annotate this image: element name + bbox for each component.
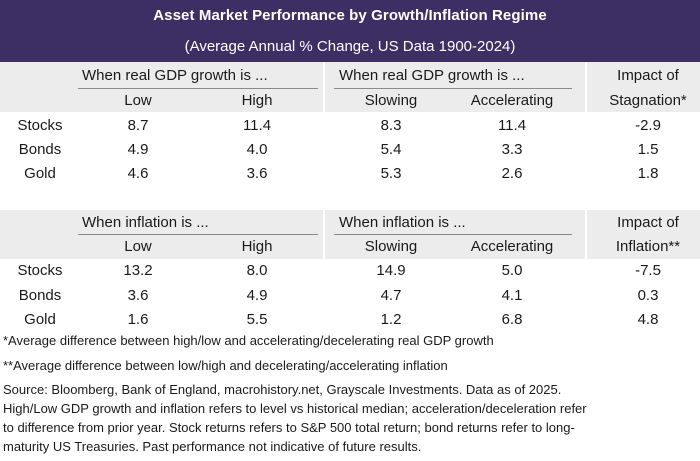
row-label: Gold [24, 165, 56, 182]
table-cell: 11.4 [497, 117, 527, 134]
footnote-inflation: **Average difference between low/high an… [3, 358, 448, 373]
table-cell: 4.0 [246, 141, 268, 158]
table-cell: 3.6 [127, 287, 149, 304]
table-cell: 13.2 [123, 262, 153, 279]
band-separator [323, 210, 325, 259]
table-cell: 1.2 [380, 311, 402, 328]
table-cell: 8.0 [246, 262, 268, 279]
footnote-stagnation: *Average difference between high/low and… [3, 333, 494, 348]
impact-cell: 4.8 [637, 311, 659, 328]
table-cell: 8.3 [380, 117, 402, 134]
column-header: Accelerating [470, 238, 554, 255]
source-line-4: maturity US Treasuries. Past performance… [3, 439, 422, 454]
table-cell: 6.8 [501, 311, 523, 328]
source-line-1: Source: Bloomberg, Bank of England, macr… [3, 382, 562, 397]
table-cell: 5.5 [246, 311, 268, 328]
row-label: Stocks [17, 262, 63, 279]
impact-cell: -2.9 [635, 117, 661, 134]
impact-header-line2: Stagnation* [609, 92, 687, 109]
impact-header-line2: Inflation** [615, 238, 681, 255]
table-cell: 4.6 [127, 165, 149, 182]
column-header: High [241, 92, 273, 109]
impact-cell: 1.8 [637, 165, 659, 182]
impact-header-line1: Impact of [617, 214, 679, 231]
header-band [0, 62, 700, 112]
impact-header-line1: Impact of [617, 67, 679, 84]
group-underline [334, 88, 572, 89]
group-underline [78, 234, 318, 235]
group-header: When real GDP growth is ... [339, 67, 525, 84]
column-header: High [241, 238, 273, 255]
table-cell: 14.9 [376, 262, 406, 279]
table-cell: 5.3 [380, 165, 402, 182]
source-line-2: High/Low GDP growth and inflation refers… [3, 401, 587, 416]
row-label: Bonds [18, 141, 62, 158]
group-header: When real GDP growth is ... [82, 67, 268, 84]
column-header: Low [124, 92, 152, 109]
band-separator [585, 62, 587, 112]
impact-cell: 1.5 [637, 141, 659, 158]
impact-cell: -7.5 [635, 262, 661, 279]
table-cell: 3.3 [501, 141, 523, 158]
chart-title: Asset Market Performance by Growth/Infla… [153, 7, 547, 24]
chart-subtitle: (Average Annual % Change, US Data 1900-2… [184, 38, 516, 55]
group-underline [78, 88, 318, 89]
table-cell: 4.1 [501, 287, 523, 304]
column-header: Low [124, 238, 152, 255]
column-header: Slowing [364, 92, 418, 109]
table-cell: 5.4 [380, 141, 402, 158]
table-cell: 1.6 [127, 311, 149, 328]
table-cell: 2.6 [501, 165, 523, 182]
impact-cell: 0.3 [637, 287, 659, 304]
band-separator [585, 210, 587, 259]
group-header: When inflation is ... [339, 214, 466, 231]
table-cell: 3.6 [246, 165, 268, 182]
table-cell: 8.7 [127, 117, 149, 134]
table-cell: 5.0 [501, 262, 523, 279]
row-label: Gold [24, 311, 56, 328]
table-header-bar: Asset Market Performance by Growth/Infla… [0, 0, 700, 62]
table-cell: 4.9 [127, 141, 149, 158]
band-separator [323, 62, 325, 112]
table-cell: 4.9 [246, 287, 268, 304]
row-label: Stocks [17, 117, 63, 134]
table-cell: 11.4 [242, 117, 272, 134]
table-cell: 4.7 [380, 287, 402, 304]
group-underline [334, 234, 572, 235]
source-line-3: to difference from prior year. Stock ret… [3, 420, 575, 435]
group-header: When inflation is ... [82, 214, 209, 231]
column-header: Accelerating [470, 92, 554, 109]
column-header: Slowing [364, 238, 418, 255]
row-label: Bonds [18, 287, 62, 304]
